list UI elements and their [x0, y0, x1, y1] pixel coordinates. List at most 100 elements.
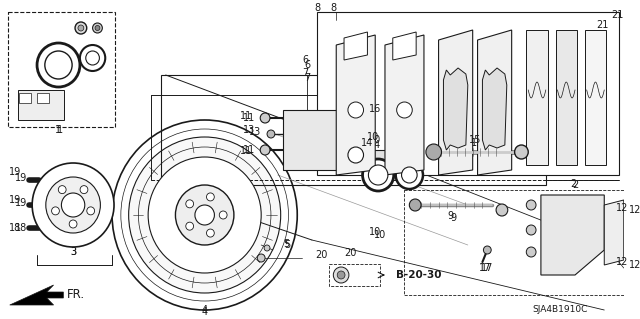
- Circle shape: [195, 205, 214, 225]
- Circle shape: [348, 102, 364, 118]
- Text: 8: 8: [315, 3, 321, 13]
- Text: 1: 1: [58, 125, 63, 135]
- Polygon shape: [526, 30, 548, 165]
- Circle shape: [186, 222, 193, 230]
- Circle shape: [362, 159, 394, 191]
- Circle shape: [260, 113, 270, 123]
- Text: 18: 18: [8, 223, 20, 233]
- Polygon shape: [283, 110, 341, 170]
- Circle shape: [526, 200, 536, 210]
- Text: 12: 12: [616, 203, 628, 213]
- Text: 1: 1: [56, 125, 61, 135]
- Circle shape: [93, 23, 102, 33]
- Polygon shape: [385, 35, 424, 175]
- Text: 5: 5: [284, 239, 290, 249]
- Circle shape: [207, 193, 214, 201]
- Polygon shape: [604, 200, 624, 265]
- Text: 10: 10: [369, 135, 381, 145]
- Text: 7: 7: [302, 68, 308, 78]
- Text: FR.: FR.: [67, 288, 85, 301]
- Circle shape: [32, 163, 114, 247]
- Polygon shape: [336, 35, 375, 175]
- Text: 9: 9: [450, 213, 456, 223]
- Text: 11: 11: [239, 146, 252, 156]
- Circle shape: [58, 186, 66, 194]
- Circle shape: [86, 51, 99, 65]
- Circle shape: [75, 22, 87, 34]
- Text: 19: 19: [15, 173, 28, 183]
- Text: B-20-30: B-20-30: [396, 270, 442, 280]
- Circle shape: [397, 102, 412, 118]
- Polygon shape: [393, 32, 416, 60]
- Text: 11: 11: [243, 145, 255, 155]
- Polygon shape: [344, 32, 367, 60]
- Circle shape: [69, 220, 77, 228]
- FancyBboxPatch shape: [8, 12, 115, 127]
- Text: 21: 21: [611, 10, 624, 20]
- Circle shape: [267, 130, 275, 138]
- Circle shape: [186, 200, 193, 208]
- Polygon shape: [10, 285, 63, 305]
- Circle shape: [220, 211, 227, 219]
- Circle shape: [342, 141, 369, 169]
- Text: 15: 15: [472, 138, 484, 148]
- Circle shape: [483, 246, 492, 254]
- Circle shape: [257, 254, 265, 262]
- Text: 17: 17: [479, 263, 492, 273]
- Circle shape: [46, 177, 100, 233]
- Circle shape: [410, 199, 421, 211]
- Text: 19: 19: [8, 195, 20, 205]
- Circle shape: [37, 43, 80, 87]
- Polygon shape: [438, 30, 473, 175]
- Text: 6: 6: [302, 55, 308, 65]
- Circle shape: [260, 145, 270, 155]
- Text: 21: 21: [596, 20, 609, 30]
- Text: 19: 19: [8, 167, 20, 177]
- Circle shape: [207, 229, 214, 237]
- Circle shape: [348, 147, 364, 163]
- Circle shape: [264, 245, 270, 251]
- Text: 11: 11: [239, 111, 252, 121]
- FancyBboxPatch shape: [371, 150, 404, 172]
- Circle shape: [401, 167, 417, 183]
- FancyBboxPatch shape: [330, 264, 380, 286]
- Circle shape: [112, 120, 297, 310]
- Text: 10: 10: [367, 132, 380, 142]
- Polygon shape: [317, 12, 619, 175]
- Text: 5: 5: [284, 240, 291, 250]
- Circle shape: [61, 193, 84, 217]
- Circle shape: [526, 247, 536, 257]
- Text: SJA4B1910C: SJA4B1910C: [532, 306, 588, 315]
- Text: 4: 4: [202, 307, 208, 317]
- Text: 4: 4: [202, 305, 208, 315]
- Circle shape: [515, 145, 528, 159]
- Circle shape: [369, 165, 388, 185]
- Polygon shape: [585, 30, 606, 165]
- Text: 11: 11: [243, 113, 255, 123]
- Text: 2: 2: [572, 180, 578, 190]
- Text: 7: 7: [304, 73, 310, 83]
- Circle shape: [396, 161, 423, 189]
- Text: 9: 9: [447, 211, 453, 221]
- Circle shape: [333, 267, 349, 283]
- Text: 12: 12: [616, 257, 628, 267]
- Circle shape: [129, 137, 281, 293]
- Text: 6: 6: [304, 60, 310, 70]
- Text: 16: 16: [364, 107, 376, 117]
- Text: 18: 18: [15, 223, 28, 233]
- Circle shape: [45, 51, 72, 79]
- Text: 10: 10: [369, 227, 381, 237]
- Circle shape: [426, 144, 442, 160]
- FancyBboxPatch shape: [19, 93, 31, 103]
- Text: 14: 14: [362, 138, 374, 148]
- Text: 19: 19: [15, 198, 28, 208]
- Text: 15: 15: [469, 135, 482, 145]
- Text: 10: 10: [374, 230, 386, 240]
- Text: 20: 20: [316, 250, 328, 260]
- Text: 12: 12: [628, 205, 640, 215]
- Text: 14: 14: [369, 140, 381, 150]
- Polygon shape: [541, 195, 604, 275]
- Text: 13: 13: [249, 127, 262, 137]
- Text: 17: 17: [481, 263, 493, 273]
- Circle shape: [80, 186, 88, 194]
